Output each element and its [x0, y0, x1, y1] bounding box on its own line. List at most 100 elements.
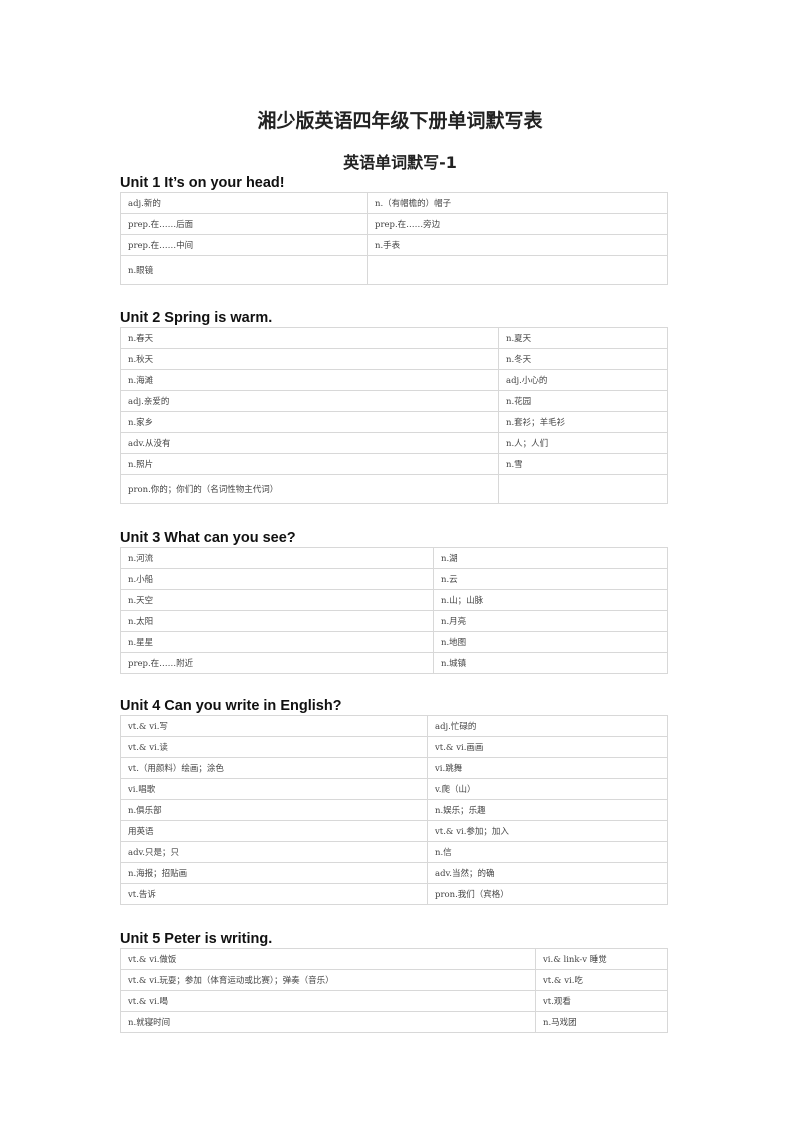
vocabulary-table: n.春天 n.夏天 n.秋天 n.冬天 n.海滩 adj.小心的 adj.亲爱的 n.花园 n.…: [120, 327, 668, 504]
table-row: adv.从没有 n.人；人们: [120, 432, 668, 454]
vocabulary-cell: vt.& vi.参加；加入: [427, 820, 668, 842]
vocabulary-cell: 用英语: [120, 820, 428, 842]
table-row: prep.在……附近 n.城镇: [120, 652, 668, 674]
vocabulary-cell: n.马戏团: [535, 1011, 668, 1033]
vocabulary-table: vt.& vi.写 adj.忙碌的 vt.& vi.读 vt.& vi.画画 vt.（用…: [120, 715, 668, 905]
table-row: n.河流 n.湖: [120, 547, 668, 569]
vocabulary-cell: prep.在……中间: [120, 234, 368, 256]
vocabulary-cell: n.套衫；羊毛衫: [498, 411, 668, 433]
vocabulary-cell: vt.& vi.读: [120, 736, 428, 758]
table-row: n.海滩 adj.小心的: [120, 369, 668, 391]
table-row: adj.新的 n.（有帽檐的）帽子: [120, 192, 668, 214]
table-row: n.星星 n.地图: [120, 631, 668, 653]
vocabulary-cell: n.城镇: [433, 652, 668, 674]
vocabulary-cell: n.家乡: [120, 411, 499, 433]
table-row: prep.在……后面 prep.在……旁边: [120, 213, 668, 235]
vocabulary-cell: vt.观看: [535, 990, 668, 1012]
vocabulary-cell: n.山；山脉: [433, 589, 668, 611]
table-row: vt.& vi.做饭 vi.& link-v 睡觉: [120, 948, 668, 970]
table-row: n.天空 n.山；山脉: [120, 589, 668, 611]
table-row: prep.在……中间 n.手表: [120, 234, 668, 256]
vocabulary-cell: vt.& vi.写: [120, 715, 428, 737]
vocabulary-cell: prep.在……旁边: [367, 213, 668, 235]
vocabulary-cell: n.月亮: [433, 610, 668, 632]
table-row: adv.只是；只 n.信: [120, 841, 668, 863]
vocabulary-cell: adj.新的: [120, 192, 368, 214]
vocabulary-cell: [498, 474, 668, 504]
vocabulary-cell: n.就寝时间: [120, 1011, 536, 1033]
table-row: n.小船 n.云: [120, 568, 668, 590]
vocabulary-cell: n.雪: [498, 453, 668, 475]
vocabulary-cell: n.冬天: [498, 348, 668, 370]
vocabulary-cell: vt.& vi.喝: [120, 990, 536, 1012]
table-row: n.照片 n.雪: [120, 453, 668, 475]
vocabulary-cell: vt.& vi.画画: [427, 736, 668, 758]
table-row: n.眼镜: [120, 255, 668, 285]
unit-section-4: Unit 4 Can you write in English? vt.& vi.…: [120, 698, 668, 905]
vocabulary-cell: n.太阳: [120, 610, 434, 632]
unit-heading: Unit 5 Peter is writing.: [120, 931, 273, 947]
vocabulary-cell: n.花园: [498, 390, 668, 412]
table-row: vt.& vi.喝 vt.观看: [120, 990, 668, 1012]
vocabulary-cell: vt.& vi.吃: [535, 969, 668, 991]
vocabulary-cell: adv.只是；只: [120, 841, 428, 863]
document-subtitle: 英语单词默写-1: [343, 153, 457, 172]
vocabulary-cell: n.天空: [120, 589, 434, 611]
vocabulary-cell: n.海滩: [120, 369, 499, 391]
vocabulary-cell: vt.告诉: [120, 883, 428, 905]
vocabulary-cell: vi.跳舞: [427, 757, 668, 779]
unit-heading: Unit 4 Can you write in English?: [120, 698, 342, 714]
table-row: n.春天 n.夏天: [120, 327, 668, 349]
document-title: 湘少版英语四年级下册单词默写表: [257, 110, 543, 132]
vocabulary-cell: adj.小心的: [498, 369, 668, 391]
vocabulary-cell: n.小船: [120, 568, 434, 590]
vocabulary-cell: adv.当然；的确: [427, 862, 668, 884]
table-row: n.秋天 n.冬天: [120, 348, 668, 370]
table-row: vt.& vi.玩耍；参加（体育运动或比赛）；弹奏（音乐） vt.& vi.吃: [120, 969, 668, 991]
unit-section-5: Unit 5 Peter is writing. vt.& vi.做饭 vi.& l…: [120, 931, 668, 1033]
unit-section-2: Unit 2 Spring is warm. n.春天 n.夏天 n.秋天 n.冬天 n.…: [120, 310, 668, 504]
unit-section-3: Unit 3 What can you see? n.河流 n.湖 n.小船 n.云 n.…: [120, 530, 668, 674]
vocabulary-cell: adj.忙碌的: [427, 715, 668, 737]
vocabulary-cell: n.眼镜: [120, 255, 368, 285]
unit-section-1: Unit 1 It’s on your head! adj.新的 n.（有帽檐的）帽…: [120, 175, 668, 285]
table-row: vt.（用颜料）绘画；涂色 vi.跳舞: [120, 757, 668, 779]
vocabulary-cell: vt.& vi.玩耍；参加（体育运动或比赛）；弹奏（音乐）: [120, 969, 536, 991]
table-row: vt.& vi.写 adj.忙碌的: [120, 715, 668, 737]
vocabulary-cell: n.照片: [120, 453, 499, 475]
vocabulary-cell: n.娱乐；乐趣: [427, 799, 668, 821]
vocabulary-cell: n.云: [433, 568, 668, 590]
vocabulary-cell: n.（有帽檐的）帽子: [367, 192, 668, 214]
table-row: adj.亲爱的 n.花园: [120, 390, 668, 412]
vocabulary-cell: v.爬（山）: [427, 778, 668, 800]
vocabulary-cell: prep.在……后面: [120, 213, 368, 235]
table-row: vt.& vi.读 vt.& vi.画画: [120, 736, 668, 758]
table-row: n.俱乐部 n.娱乐；乐趣: [120, 799, 668, 821]
table-row: n.就寝时间 n.马戏团: [120, 1011, 668, 1033]
unit-heading: Unit 1 It’s on your head!: [120, 175, 285, 191]
table-row: n.家乡 n.套衫；羊毛衫: [120, 411, 668, 433]
vocabulary-cell: vt.& vi.做饭: [120, 948, 536, 970]
vocabulary-cell: n.俱乐部: [120, 799, 428, 821]
table-row: n.海报；招贴画 adv.当然；的确: [120, 862, 668, 884]
vocabulary-cell: n.湖: [433, 547, 668, 569]
table-row: vi.唱歌 v.爬（山）: [120, 778, 668, 800]
vocabulary-cell: adj.亲爱的: [120, 390, 499, 412]
table-row: n.太阳 n.月亮: [120, 610, 668, 632]
vocabulary-cell: prep.在……附近: [120, 652, 434, 674]
vocabulary-cell: n.夏天: [498, 327, 668, 349]
vocabulary-cell: n.地图: [433, 631, 668, 653]
vocabulary-cell: vt.（用颜料）绘画；涂色: [120, 757, 428, 779]
vocabulary-table: vt.& vi.做饭 vi.& link-v 睡觉 vt.& vi.玩耍；参加（体育…: [120, 948, 668, 1033]
vocabulary-table: n.河流 n.湖 n.小船 n.云 n.天空 n.山；山脉 n.太阳 n.月亮 n.星星 n.地图…: [120, 547, 668, 674]
vocabulary-cell: n.春天: [120, 327, 499, 349]
vocabulary-cell: n.秋天: [120, 348, 499, 370]
table-row: vt.告诉 pron.我们（宾格）: [120, 883, 668, 905]
vocabulary-cell: n.手表: [367, 234, 668, 256]
unit-heading: Unit 3 What can you see?: [120, 530, 296, 546]
vocabulary-cell: n.海报；招贴画: [120, 862, 428, 884]
vocabulary-cell: n.人；人们: [498, 432, 668, 454]
vocabulary-cell: vi.唱歌: [120, 778, 428, 800]
unit-heading: Unit 2 Spring is warm.: [120, 310, 273, 326]
vocabulary-cell: adv.从没有: [120, 432, 499, 454]
